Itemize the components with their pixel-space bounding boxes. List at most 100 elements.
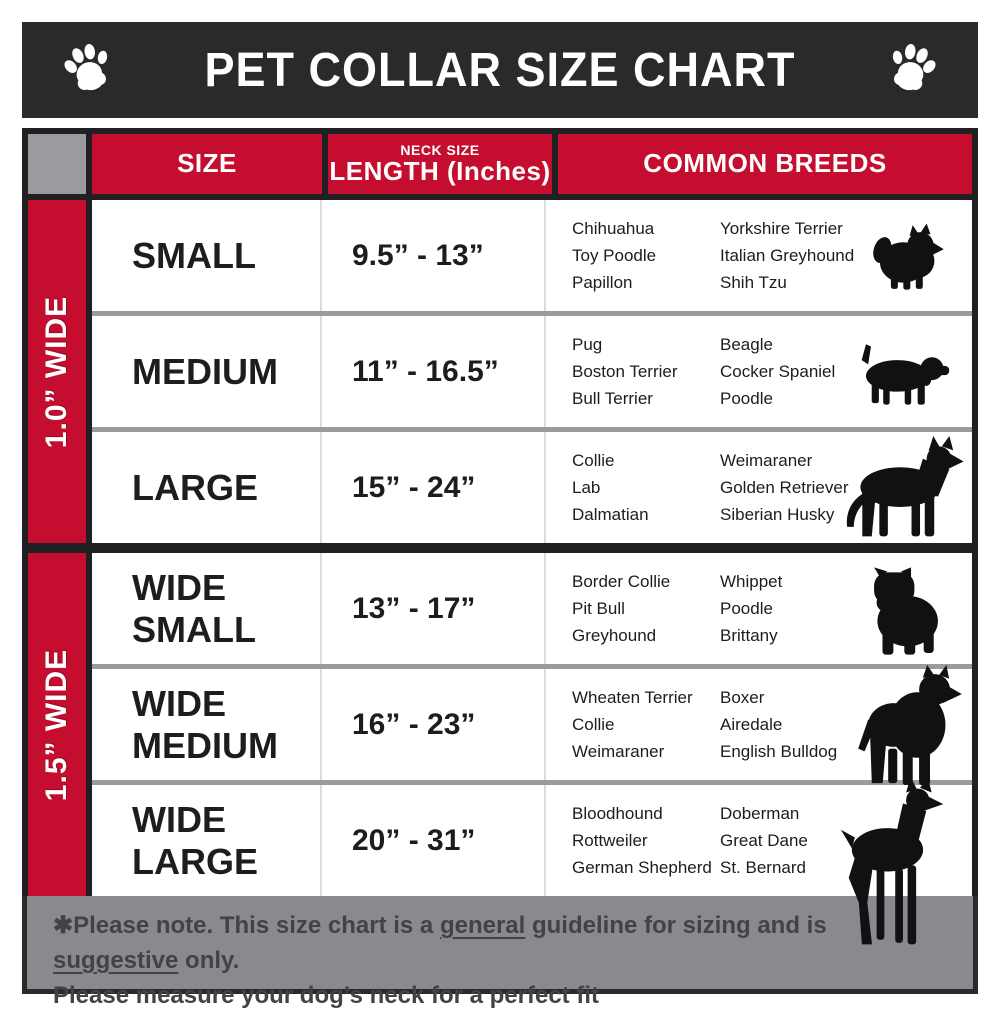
- breed-list-2: Beagle Cocker Spaniel Poodle: [720, 331, 872, 412]
- breed-name: Golden Retriever: [720, 478, 849, 497]
- breed-name: Greyhound: [572, 626, 657, 645]
- breed-name: Weimaraner: [720, 451, 813, 470]
- footer-note-line-2: Please measure your dog’s neck for a per…: [53, 982, 599, 1009]
- breed-name: Pug: [572, 335, 603, 354]
- neck-size-cell: 9.5” - 13”: [322, 200, 546, 311]
- breeds-cell: Collie Lab Dalmatian Weimaraner Golden Retr…: [546, 432, 972, 543]
- footer-text: ✱Please note. This size chart is a: [53, 912, 440, 939]
- breed-list-2: Yorkshire Terrier Italian Greyhound Shih T…: [720, 215, 872, 296]
- breeds-cell: Bloodhound Rottweiler German Shepherd Dobe…: [546, 785, 972, 896]
- size-label: WIDE SMALL: [132, 567, 256, 650]
- breed-name: Poodle: [720, 599, 773, 618]
- column-header-size: SIZE: [92, 134, 322, 194]
- band-label-1-inch: 1.0” WIDE: [22, 200, 92, 543]
- breed-name: Dalmatian: [572, 505, 649, 524]
- breeds-cell: Chihuahua Toy Poodle Papillon Yorkshire Te…: [546, 200, 972, 311]
- breed-list-2: Weimaraner Golden Retriever Siberian Husky: [720, 447, 872, 528]
- beagle-silhouette: [842, 340, 966, 406]
- breed-name: Airedale: [720, 715, 783, 734]
- column-header-neck: NECK SIZE LENGTH (Inches): [328, 134, 552, 194]
- breed-name: Rottweiler: [572, 831, 648, 850]
- breeds-cell: Wheaten Terrier Collie Weimaraner Boxer Air…: [546, 669, 972, 780]
- rows-group-2: WIDE SMALL 13” - 17” Border Collie Pit Bu…: [92, 553, 972, 896]
- breeds-cell: Border Collie Pit Bull Greyhound Whippet Po…: [546, 553, 972, 664]
- size-cell: WIDE LARGE: [92, 785, 322, 896]
- breed-list-1: Border Collie Pit Bull Greyhound: [572, 568, 720, 649]
- breed-name: Collie: [572, 715, 615, 734]
- neck-size-value: 15” - 24”: [352, 470, 476, 504]
- breeds-cell: Pug Boston Terrier Bull Terrier Beagle Cock…: [546, 316, 972, 427]
- footer-text: only.: [178, 947, 240, 974]
- neck-size-value: 13” - 17”: [352, 591, 476, 625]
- size-label: MEDIUM: [132, 350, 278, 392]
- size-cell: SMALL: [92, 200, 322, 311]
- breed-name: Pit Bull: [572, 599, 625, 618]
- size-cell: LARGE: [92, 432, 322, 543]
- size-label: SMALL: [132, 234, 256, 276]
- neck-size-cell: 20” - 31”: [322, 785, 546, 896]
- breed-name: Shih Tzu: [720, 273, 787, 292]
- neck-size-value: 20” - 31”: [352, 823, 476, 857]
- breed-name: English Bulldog: [720, 742, 838, 761]
- doberman-silhouette: [820, 777, 972, 963]
- band-label-text: 1.0” WIDE: [40, 295, 73, 448]
- band-label-1-5-inch: 1.5” WIDE: [22, 553, 92, 896]
- neck-size-cell: 13” - 17”: [322, 553, 546, 664]
- column-header-breeds: COMMON BREEDS: [558, 134, 972, 194]
- paw-icon: [56, 39, 118, 101]
- breed-name: Beagle: [720, 335, 773, 354]
- band-label-text: 1.5” WIDE: [40, 648, 73, 801]
- footer-note: ✱Please note. This size chart is a gener…: [22, 896, 978, 1009]
- table-row: WIDE LARGE 20” - 31” Bloodhound Rottweile…: [92, 780, 972, 896]
- footer-note-line-1: ✱Please note. This size chart is a gener…: [53, 908, 953, 978]
- breed-name: Border Collie: [572, 572, 671, 591]
- pomeranian-silhouette: [868, 222, 948, 292]
- bulldog-silhouette: [864, 565, 948, 657]
- table-row: WIDE SMALL 13” - 17” Border Collie Pit Bu…: [92, 553, 972, 664]
- breed-name: Italian Greyhound: [720, 246, 855, 265]
- paw-icon: [882, 39, 944, 101]
- breed-name: Boxer: [720, 688, 765, 707]
- breed-name: Weimaraner: [572, 742, 665, 761]
- breed-name: Cocker Spaniel: [720, 362, 836, 381]
- breed-name: Brittany: [720, 626, 778, 645]
- width-group-1-inch: 1.0” WIDE SMALL 9.5” - 13” Chihuahua Toy …: [22, 200, 972, 543]
- breed-name: St. Bernard: [720, 858, 806, 877]
- breed-name: Doberman: [720, 804, 800, 823]
- column-header-size-label: SIZE: [177, 148, 237, 179]
- size-label: WIDE MEDIUM: [132, 683, 278, 766]
- shepherd-silhouette: [840, 436, 966, 542]
- rows-group-1: SMALL 9.5” - 13” Chihuahua Toy Poodle Papi…: [92, 200, 972, 543]
- neck-size-value: 16” - 23”: [352, 707, 476, 741]
- size-cell: MEDIUM: [92, 316, 322, 427]
- table-row: LARGE 15” - 24” Collie Lab Dalmatian Weima…: [92, 427, 972, 543]
- breed-name: Siberian Husky: [720, 505, 835, 524]
- title-bar: PET COLLAR SIZE CHART: [22, 22, 978, 118]
- breed-list-1: Bloodhound Rottweiler German Shepherd: [572, 800, 720, 881]
- breed-name: Lab: [572, 478, 601, 497]
- neck-size-cell: 15” - 24”: [322, 432, 546, 543]
- footer-underlined-word: suggestive: [53, 947, 179, 974]
- breed-name: Great Dane: [720, 831, 808, 850]
- table-row: MEDIUM 11” - 16.5” Pug Boston Terrier Bull…: [92, 311, 972, 427]
- breed-name: Boston Terrier: [572, 362, 678, 381]
- breed-name: Chihuahua: [572, 219, 655, 238]
- breed-name: Wheaten Terrier: [572, 688, 693, 707]
- breed-list-1: Collie Lab Dalmatian: [572, 447, 720, 528]
- column-header-breeds-label: COMMON BREEDS: [643, 148, 887, 179]
- neck-size-cell: 11” - 16.5”: [322, 316, 546, 427]
- table-body: 1.0” WIDE SMALL 9.5” - 13” Chihuahua Toy …: [22, 200, 978, 896]
- breed-name: Whippet: [720, 572, 783, 591]
- footer-underlined-word: general: [439, 912, 526, 939]
- neck-size-cell: 16” - 23”: [322, 669, 546, 780]
- size-cell: WIDE SMALL: [92, 553, 322, 664]
- size-label: WIDE LARGE: [132, 799, 258, 882]
- table-row: SMALL 9.5” - 13” Chihuahua Toy Poodle Papi…: [92, 200, 972, 311]
- breed-list-2: Whippet Poodle Brittany: [720, 568, 872, 649]
- table-header-row: SIZE NECK SIZE LENGTH (Inches) COMMON BR…: [22, 128, 978, 200]
- breed-list-2: Doberman Great Dane St. Bernard: [720, 800, 872, 881]
- breed-name: Toy Poodle: [572, 246, 657, 265]
- size-cell: WIDE MEDIUM: [92, 669, 322, 780]
- breed-name: Poodle: [720, 389, 773, 408]
- neck-size-value: 11” - 16.5”: [352, 354, 499, 388]
